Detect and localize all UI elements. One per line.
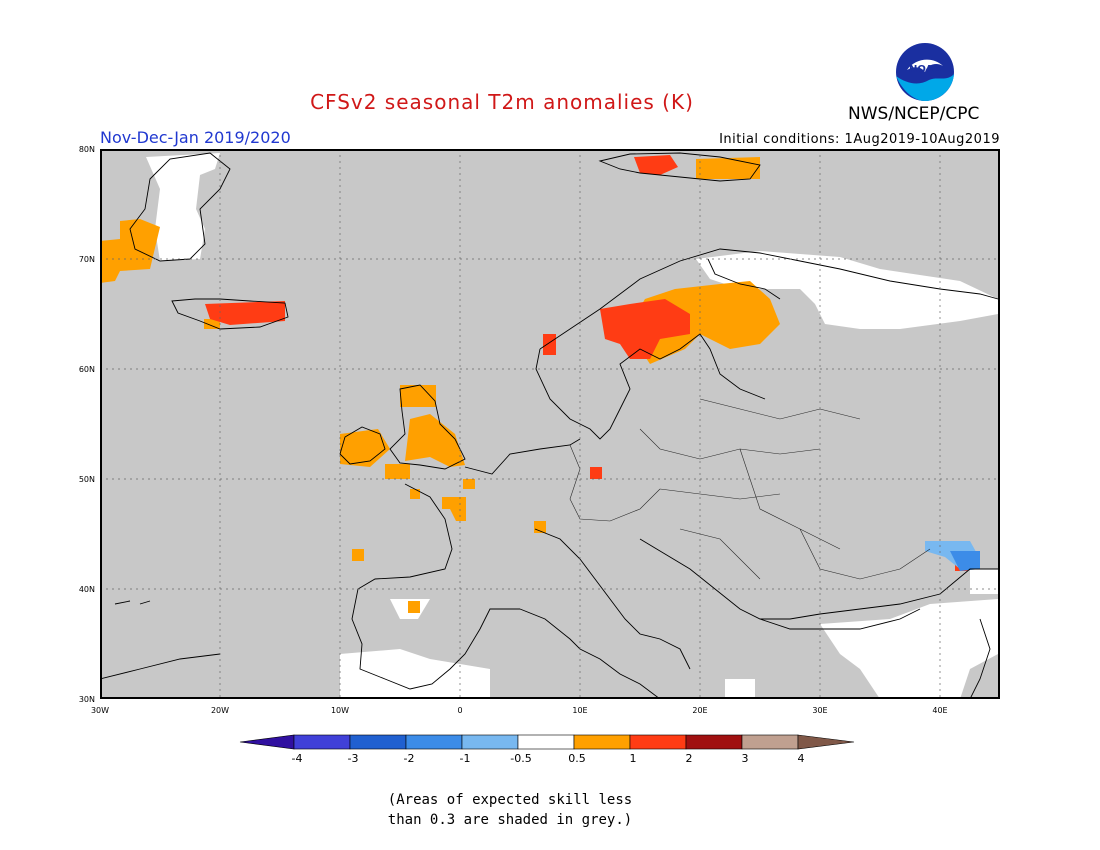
colorbar-label: 0.5 xyxy=(568,752,586,765)
lon-label: 20W xyxy=(210,706,230,715)
colorbar-cell xyxy=(629,734,687,750)
skill-note-line: than 0.3 are shaded in grey.) xyxy=(387,812,633,828)
lon-label: 30W xyxy=(90,706,110,715)
agency-label: NWS/NCEP/CPC xyxy=(848,104,980,124)
lon-label: 20E xyxy=(692,706,708,715)
lon-label: 0 xyxy=(457,706,463,715)
colorbar-arrow-low xyxy=(239,734,295,750)
lat-label: 50N xyxy=(78,475,95,484)
lon-label: 10E xyxy=(572,706,588,715)
lat-label: 80N xyxy=(78,145,95,154)
colorbar-cell xyxy=(405,734,463,750)
colorbar-label: -1 xyxy=(459,752,471,765)
colorbar-label: 3 xyxy=(741,752,749,765)
colorbar-label: -3 xyxy=(347,752,359,765)
gridlines xyxy=(100,149,1000,699)
near-normal-areas xyxy=(146,153,998,699)
colorbar-label: 1 xyxy=(629,752,637,765)
coastlines xyxy=(100,152,999,699)
lon-label: 10W xyxy=(330,706,350,715)
lon-label: 30E xyxy=(812,706,828,715)
lat-label: 30N xyxy=(78,695,95,704)
anomaly-negative xyxy=(925,541,980,571)
noaa-logo-text: NOAA xyxy=(909,64,941,75)
map-title: CFSv2 seasonal T2m anomalies (K) xyxy=(310,90,694,114)
colorbar-label: -4 xyxy=(291,752,303,765)
skill-note: (Areas of expected skill less than 0.3 a… xyxy=(0,790,1100,830)
colorbar-label: 2 xyxy=(685,752,693,765)
colorbar-cell xyxy=(349,734,407,750)
colorbar-arrow-high xyxy=(797,734,855,750)
colorbar-label: 4 xyxy=(797,752,805,765)
colorbar-cell xyxy=(293,734,351,750)
colorbar-cell xyxy=(741,734,799,750)
colorbar-cell xyxy=(685,734,743,750)
colorbar xyxy=(239,734,855,750)
lon-label: 40E xyxy=(932,706,948,715)
map-background xyxy=(100,149,1000,699)
anomaly-1-2 xyxy=(205,155,968,571)
colorbar-label: -2 xyxy=(403,752,415,765)
skill-note-line: (Areas of expected skill less xyxy=(387,792,633,808)
country-borders xyxy=(569,398,931,580)
lat-label: 40N xyxy=(78,585,95,594)
anomaly-map xyxy=(100,149,1000,699)
colorbar-label: -0.5 xyxy=(510,752,532,765)
colorbar-cell xyxy=(573,734,631,750)
colorbar-cell xyxy=(517,734,575,750)
map-frame xyxy=(100,149,1000,699)
lat-label: 70N xyxy=(78,255,95,264)
colorbar-labels: -4 -3 -2 -1 -0.5 0.5 1 2 3 4 xyxy=(238,752,862,768)
initial-conditions-label: Initial conditions: 1Aug2019-10Aug2019 xyxy=(719,132,1000,147)
noaa-logo: NOAA xyxy=(894,41,956,103)
lat-label: 60N xyxy=(78,365,95,374)
period-label: Nov-Dec-Jan 2019/2020 xyxy=(100,128,291,147)
colorbar-cell xyxy=(461,734,519,750)
